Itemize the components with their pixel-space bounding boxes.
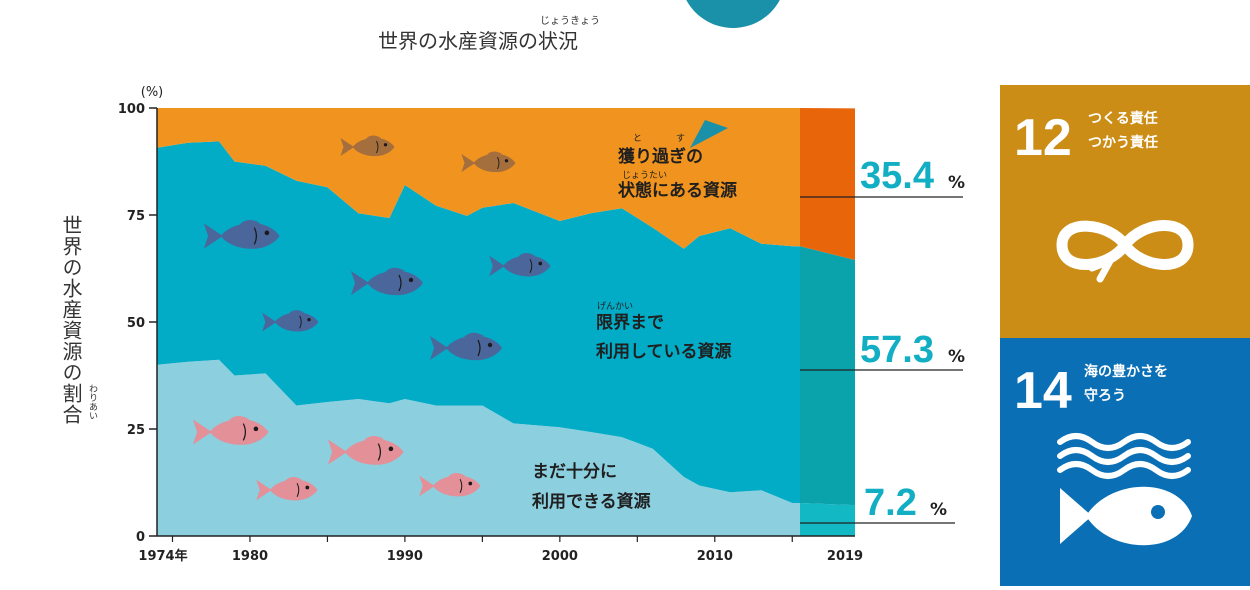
area-series-0 <box>157 359 800 536</box>
under-series-label: まだ十分に 利用できる資源 <box>532 461 651 512</box>
y-tick-label: 0 <box>136 530 145 545</box>
x-tick-label: 2000 <box>542 549 578 564</box>
fish-icon <box>192 415 269 445</box>
x-tick-label: 2019 <box>827 549 863 564</box>
value-under-unit: % <box>930 500 947 520</box>
fish-icon <box>340 135 395 157</box>
fish-icon <box>327 435 404 465</box>
callout-tail <box>690 120 728 148</box>
overfished-ruby-3: じょうたい <box>622 170 667 181</box>
value-limit: 57.3 <box>860 329 934 371</box>
chart-title: 世界の水産資源の状況 <box>378 29 578 53</box>
fish-icon <box>430 332 502 361</box>
value-overfished-unit: % <box>948 173 965 193</box>
overfished-label-line1: 獲り過ぎの <box>618 146 703 167</box>
area-series-2 <box>157 108 800 249</box>
y-tick-label: 75 <box>127 209 145 224</box>
fish-waves-icon <box>1057 433 1192 546</box>
sdg-14-title-line1: 海の豊かさを <box>1084 363 1168 380</box>
fish-icon <box>256 477 318 501</box>
fish-icon <box>262 310 319 332</box>
x-tick-label: 2010 <box>697 549 733 564</box>
y-axis-title: 世界の水産資源の割合 <box>59 215 83 425</box>
y-tick-label: 25 <box>127 423 145 438</box>
sdg-12-tile: 12 つくる責任 つかう責任 <box>1000 85 1250 338</box>
x-tick-label: 1980 <box>232 549 268 564</box>
callout-bubble: 水産資源の らんかく ふ 乱獲が増え 続けている <box>686 0 780 148</box>
overfished-ruby-2: す <box>676 133 685 144</box>
callout-ruby1: らんかく <box>698 58 726 66</box>
value-under: 7.2 <box>864 482 917 524</box>
callout-line1: 水産資源の <box>700 39 765 55</box>
highlight-2019 <box>800 108 855 536</box>
limit-series-label: げんかい 限界まで 利用している資源 <box>596 301 732 362</box>
callout-shape <box>686 0 780 28</box>
limit-ruby: げんかい <box>597 301 633 312</box>
area-layer <box>157 108 800 536</box>
callout-ruby2: ふ <box>751 58 758 66</box>
value-annotations: 35.4 % 57.3 % 7.2 % <box>800 155 965 524</box>
fish-icon <box>461 151 516 173</box>
sdg-14-graphic: 14 海の豊かさを 守ろう <box>1014 362 1192 546</box>
sdg-12-number: 12 <box>1014 109 1072 167</box>
fish-icon <box>419 473 481 497</box>
fish-icon <box>489 253 551 277</box>
callout-line2: 乱獲が増え <box>700 66 765 82</box>
y-tick-label: 50 <box>127 316 145 331</box>
fish-decorations <box>192 135 551 501</box>
x-tick-label: 1990 <box>387 549 423 564</box>
y-tick-label: 100 <box>118 102 145 117</box>
overfished-label-line2: 状態にある資源 <box>618 180 737 201</box>
overfished-ruby-1: と <box>633 133 642 144</box>
under-label-line2: 利用できる資源 <box>532 491 651 512</box>
sdg-12-graphic: 12 つくる責任 つかう責任 <box>1014 109 1194 283</box>
sdg-14-tile: 14 海の豊かさを 守ろう <box>1000 338 1250 586</box>
area-series-1 <box>157 141 800 503</box>
highlight-series-1 <box>800 246 855 506</box>
highlight-series-0 <box>800 503 855 536</box>
sdg-14-title-line2: 守ろう <box>1084 387 1126 404</box>
value-overfished: 35.4 <box>860 155 934 197</box>
infinity-arrow-icon <box>1056 220 1194 283</box>
under-label-line1: まだ十分に <box>532 461 617 482</box>
sdg-12-title-line1: つくる責任 <box>1088 110 1158 127</box>
chart-title-ruby: じょうきょう <box>540 15 600 27</box>
highlight-series-2 <box>800 108 855 260</box>
fish-icon <box>351 267 423 296</box>
sdg-14-number: 14 <box>1014 362 1072 420</box>
x-tick-label: 1974年 <box>138 548 187 564</box>
limit-label-line2: 利用している資源 <box>596 341 732 362</box>
value-limit-unit: % <box>948 347 965 367</box>
overfished-series-label: と す 獲り過ぎの じょうたい 状態にある資源 <box>618 133 737 201</box>
y-axis-title-ruby: わりあい <box>87 384 98 420</box>
y-unit: (%) <box>141 85 164 100</box>
limit-label-line1: 限界まで <box>596 313 664 333</box>
fish-icon <box>203 219 280 249</box>
axes: 0 25 50 75 100 1974年 1980 1990 2000 2010 2019 <box>118 102 863 564</box>
callout-line3: 続けている <box>700 90 765 106</box>
sdg-12-title-line2: つかう責任 <box>1088 134 1158 151</box>
